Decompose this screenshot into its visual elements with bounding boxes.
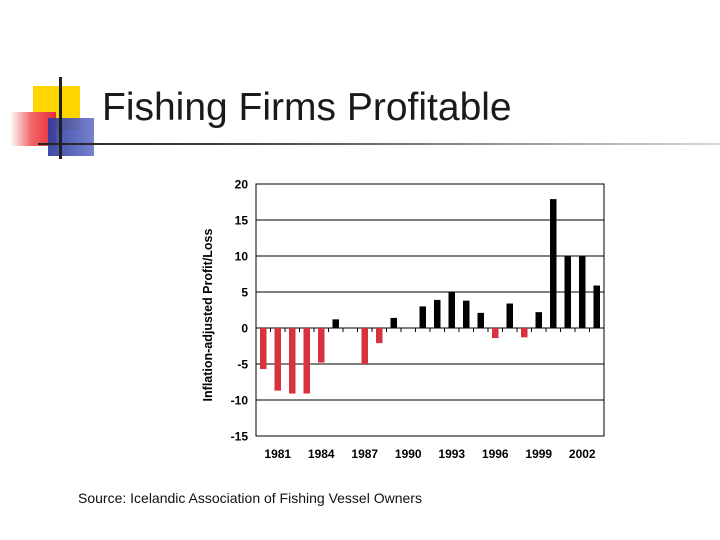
- bar-1997: [506, 303, 513, 328]
- bar-1989: [390, 317, 397, 328]
- bar-1987: [361, 328, 368, 364]
- y-tick-label: -5: [237, 358, 248, 372]
- x-tick-label: 1987: [351, 447, 378, 461]
- y-tick-label: 10: [235, 250, 249, 264]
- bar-1994: [463, 300, 470, 328]
- y-tick-label: 20: [235, 178, 249, 192]
- bar-1995: [477, 312, 484, 328]
- x-tick-label: 1993: [438, 447, 465, 461]
- y-tick-label: -10: [231, 394, 249, 408]
- y-tick-label: -15: [231, 430, 249, 444]
- bar-2002: [579, 256, 586, 328]
- bar-2003: [593, 285, 600, 328]
- profit-loss-bar-chart: 20 15 10 5 0 -5 -10 -15 1981 1984 1987 1990 1993 1996…: [201, 178, 605, 461]
- bar-1981: [274, 328, 281, 391]
- source-note: Source: Icelandic Association of Fishing…: [78, 490, 422, 506]
- title-accent-blue: [48, 118, 94, 156]
- bar-1984: [318, 328, 325, 363]
- x-tick-label: 1990: [395, 447, 422, 461]
- plot-frame: [255, 183, 605, 437]
- x-tick-label: 1999: [525, 447, 552, 461]
- y-tick-label: 5: [241, 286, 248, 300]
- bar-1980: [260, 328, 267, 370]
- bar-2000: [550, 199, 557, 328]
- x-tick-label: 1984: [308, 447, 335, 461]
- y-tick-label: 15: [235, 214, 249, 228]
- bar-1993: [448, 292, 455, 328]
- bar-1985: [332, 319, 339, 328]
- bar-1996: [492, 328, 499, 339]
- bar-1983: [303, 328, 310, 394]
- bar-2001: [564, 256, 571, 328]
- slide-title: Fishing Firms Profitable: [102, 86, 512, 129]
- bar-1992: [434, 299, 441, 328]
- bar-1991: [419, 306, 426, 328]
- x-tick-label: 1981: [264, 447, 291, 461]
- bar-1998: [521, 328, 528, 338]
- y-tick-label: 0: [241, 322, 248, 336]
- title-underline: [38, 143, 720, 145]
- x-tick-label: 2002: [569, 447, 596, 461]
- x-tick-label: 1996: [482, 447, 509, 461]
- y-axis-title: Inflation-adjusted Profit/Loss: [201, 228, 215, 401]
- bar-1999: [535, 312, 542, 328]
- bar-1988: [376, 328, 383, 344]
- title-accent-vertical-line: [59, 77, 62, 159]
- bar-1982: [289, 328, 296, 394]
